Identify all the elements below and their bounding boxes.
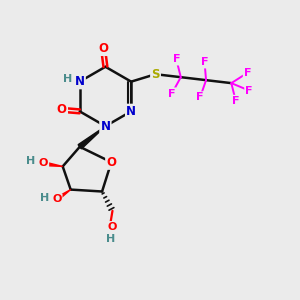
Text: H: H [63, 74, 72, 84]
Text: F: F [172, 54, 180, 64]
Text: O: O [107, 222, 117, 232]
Text: O: O [98, 42, 108, 55]
Text: S: S [151, 68, 160, 81]
Text: H: H [106, 234, 116, 244]
Text: F: F [196, 92, 204, 102]
Text: F: F [244, 68, 251, 78]
Text: O: O [106, 156, 116, 169]
Polygon shape [53, 190, 71, 202]
Polygon shape [78, 126, 105, 149]
Text: H: H [40, 194, 50, 203]
Text: O: O [39, 158, 48, 168]
Text: O: O [57, 103, 67, 116]
Polygon shape [42, 161, 63, 166]
Text: N: N [75, 75, 85, 88]
Text: F: F [201, 57, 208, 67]
Text: F: F [232, 96, 239, 106]
Text: F: F [245, 85, 253, 96]
Text: H: H [26, 156, 35, 166]
Text: N: N [126, 105, 136, 118]
Text: O: O [52, 194, 62, 204]
Text: N: N [100, 120, 110, 133]
Text: F: F [168, 88, 176, 98]
